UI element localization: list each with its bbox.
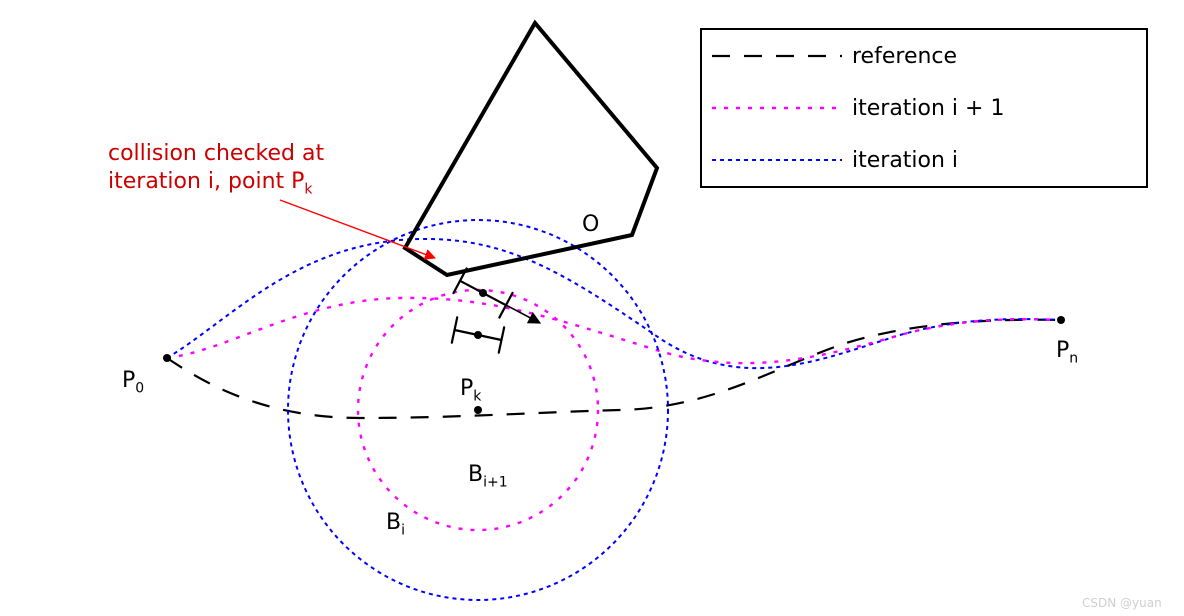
legend-row: iteration i — [702, 134, 1146, 186]
curve-iter_i — [167, 239, 1061, 368]
point-Pn — [1057, 316, 1065, 324]
collision-annotation: collision checked atiteration i, point P… — [108, 140, 324, 198]
vehicle-heading-arrow — [483, 293, 540, 323]
legend: reference iteration i + 1 iteration i — [700, 28, 1148, 188]
legend-label: iteration i + 1 — [852, 96, 1004, 121]
point-car_i — [479, 289, 487, 297]
label-pk: Pk — [460, 376, 481, 404]
legend-row: reference — [702, 30, 1146, 82]
label-bi-plus-1: Bi+1 — [468, 462, 508, 490]
label-obstacle: O — [582, 212, 599, 237]
annotation-line1: collision checked at — [108, 140, 324, 168]
point-car_ip1 — [474, 331, 482, 339]
curve-iter_ip1 — [167, 298, 1061, 363]
label-p0: P0 — [122, 368, 144, 396]
legend-swatch — [702, 139, 852, 181]
label-bi: Bi — [386, 510, 405, 538]
legend-swatch — [702, 35, 852, 77]
watermark: CSDN @yuan — [1082, 596, 1162, 610]
obstacle-polygon — [405, 23, 657, 275]
point-Pk — [474, 406, 482, 414]
curve-reference — [167, 320, 1061, 418]
annotation-arrow — [280, 200, 435, 258]
legend-label: reference — [852, 44, 957, 69]
label-pn: Pn — [1056, 338, 1078, 366]
point-P0 — [163, 354, 171, 362]
annotation-line2: iteration i, point Pk — [108, 168, 324, 199]
legend-swatch — [702, 87, 852, 129]
legend-label: iteration i — [852, 148, 958, 173]
legend-row: iteration i + 1 — [702, 82, 1146, 134]
